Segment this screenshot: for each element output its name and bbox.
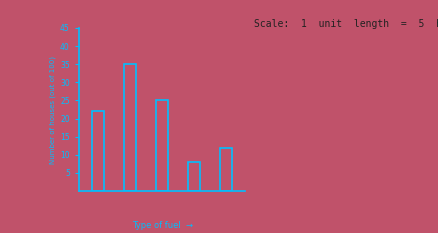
Bar <box>188 162 200 191</box>
X-axis label: Type of fuel  →: Type of fuel → <box>131 221 193 230</box>
Bar <box>220 147 232 191</box>
Text: Scale:  1  unit  length  =  5  houses: Scale: 1 unit length = 5 houses <box>254 19 438 29</box>
Bar <box>124 64 136 191</box>
Y-axis label: Number of houses (out of 100): Number of houses (out of 100) <box>49 55 56 164</box>
Bar <box>92 111 104 191</box>
Bar <box>156 100 168 191</box>
